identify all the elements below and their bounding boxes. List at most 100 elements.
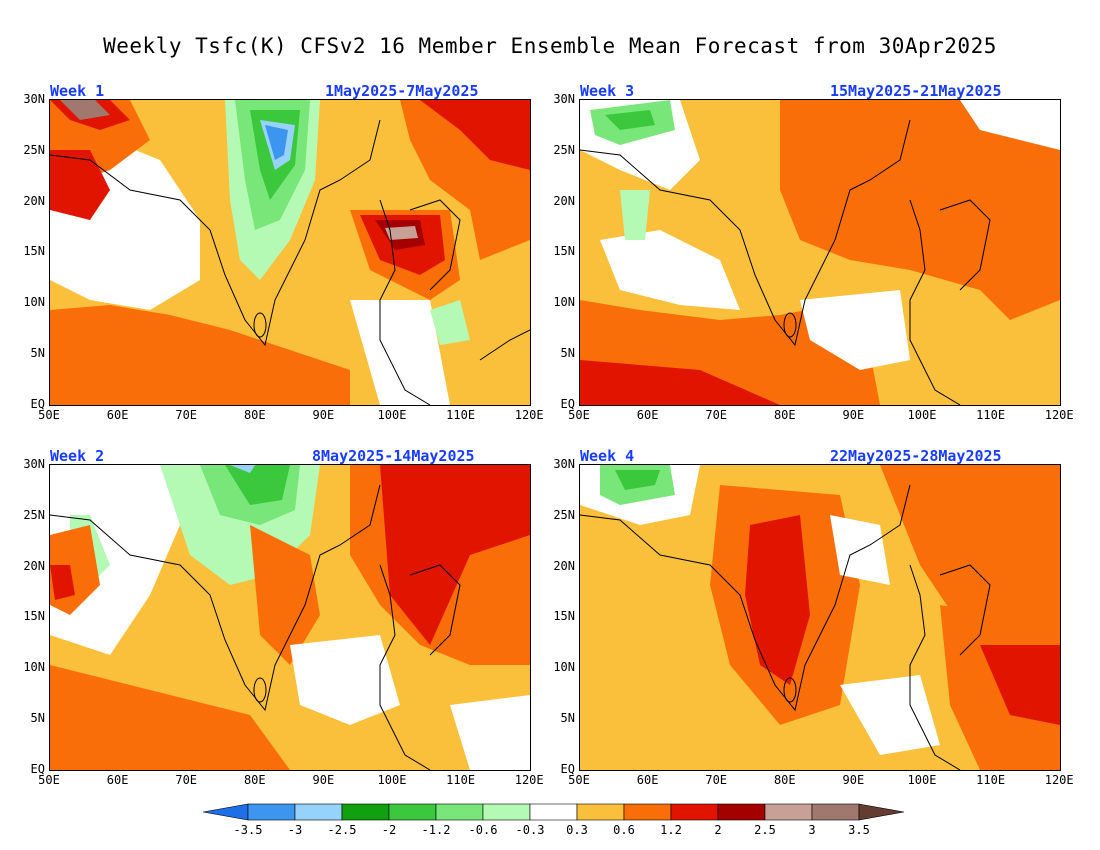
longitude-label: 100E (377, 408, 407, 422)
colorbar-tick-label: 0.3 (566, 823, 588, 837)
latitude-label: 15N (23, 609, 45, 624)
colorbar-swatch (576, 803, 625, 821)
colorbar-swatch (764, 803, 813, 821)
latitude-label: 15N (553, 244, 575, 259)
colorbar-tick-label: 0.6 (613, 823, 635, 837)
latitude-label: 30N (553, 457, 575, 471)
longitude-label: 120E (1044, 773, 1074, 787)
longitude-label: 60E (106, 773, 129, 787)
longitude-label: 50E (38, 408, 60, 422)
longitude-label: 120E (514, 773, 544, 787)
longitude-label: 80E (773, 773, 796, 787)
latitude-label: 20N (553, 193, 575, 208)
longitude-label: 70E (705, 408, 728, 422)
panel-date-label: 1May2025-7May2025 (325, 82, 479, 100)
latitude-label: 25N (23, 507, 45, 522)
latitude-label: 10N (23, 660, 45, 675)
longitude-label: 90E (312, 408, 335, 422)
colorbar-tick-label: -1.2 (421, 823, 451, 837)
latitude-label: 10N (553, 660, 575, 675)
map-panel-week1 (49, 99, 531, 406)
latitude-label: 25N (553, 507, 575, 522)
longitude-label: 80E (773, 408, 796, 422)
longitude-label: 80E (243, 408, 266, 422)
panel-week-label: Week 1 (50, 82, 105, 100)
longitude-label: 120E (514, 408, 544, 422)
longitude-label: 50E (38, 773, 60, 787)
latitude-label: 20N (553, 558, 575, 573)
colorbar-swatch (717, 803, 766, 821)
latitude-label: 5N (30, 346, 45, 360)
longitude-label: 110E (446, 408, 476, 422)
latitude-label: 20N (23, 558, 45, 573)
longitude-label: 60E (106, 408, 129, 422)
latitude-label: 25N (23, 142, 45, 157)
colorbar-tick-label: -3.5 (233, 823, 263, 837)
latitude-label: 10N (553, 295, 575, 310)
longitude-label: 110E (976, 408, 1006, 422)
longitude-label: 90E (842, 408, 865, 422)
longitude-label: 80E (243, 773, 266, 787)
map-panel-week4 (579, 464, 1061, 771)
map-panel-week2 (49, 464, 531, 771)
latitude-label: 30N (23, 92, 45, 106)
colorbar-swatch (247, 803, 296, 821)
latitude-label: EQ (30, 396, 45, 411)
panel-week-label: Week 2 (50, 447, 105, 465)
longitude-label: 100E (907, 773, 937, 787)
longitude-label: 110E (976, 773, 1006, 787)
panel-date-label: 22May2025-28May2025 (830, 447, 1002, 465)
panel-date-label: 8May2025-14May2025 (312, 447, 475, 465)
colorbar-tick-label: -3 (287, 823, 303, 837)
colorbar-swatch (623, 803, 672, 821)
colorbar-tick-label: -0.6 (468, 823, 498, 837)
colorbar-tick-label: 3 (808, 823, 816, 837)
figure-title: Weekly Tsfc(K) CFSv2 16 Member Ensemble … (103, 34, 997, 58)
colorbar-tick-label: -2 (381, 823, 397, 837)
longitude-label: 70E (705, 773, 728, 787)
colorbar-swatch (811, 803, 860, 821)
colorbar-tick-label: 3.5 (848, 823, 870, 837)
panel-date-label: 15May2025-21May2025 (830, 82, 1002, 100)
colorbar-tick-label: 1.2 (660, 823, 682, 837)
latitude-label: 15N (23, 244, 45, 259)
latitude-label: 5N (560, 711, 575, 725)
longitude-label: 60E (636, 773, 659, 787)
longitude-label: 110E (446, 773, 476, 787)
longitude-label: 100E (907, 408, 937, 422)
colorbar-swatch (294, 803, 343, 821)
colorbar-swatch (341, 803, 390, 821)
longitude-label: 50E (568, 408, 590, 422)
latitude-label: 30N (553, 92, 575, 106)
colorbar-swatch (858, 803, 905, 821)
latitude-label: 25N (553, 142, 575, 157)
colorbar-tick-label: -0.3 (515, 823, 545, 837)
latitude-label: 20N (23, 193, 45, 208)
colorbar-swatch (482, 803, 531, 821)
colorbar-swatch (670, 803, 719, 821)
longitude-label: 60E (636, 408, 659, 422)
colorbar-swatch (529, 803, 578, 821)
colorbar-swatch (202, 803, 249, 821)
colorbar-tick-label: 2.5 (754, 823, 776, 837)
latitude-label: 15N (553, 609, 575, 624)
longitude-label: 50E (568, 773, 590, 787)
latitude-label: 5N (30, 711, 45, 725)
panel-week-label: Week 3 (580, 82, 635, 100)
colorbar-tick-label: -2.5 (327, 823, 357, 837)
longitude-label: 70E (175, 408, 198, 422)
latitude-label: EQ (560, 396, 575, 411)
latitude-label: EQ (30, 761, 45, 776)
colorbar-swatch (388, 803, 437, 821)
longitude-label: 90E (312, 773, 335, 787)
colorbar-swatch (435, 803, 484, 821)
latitude-label: 30N (23, 457, 45, 471)
latitude-label: EQ (560, 761, 575, 776)
latitude-label: 10N (23, 295, 45, 310)
map-panel-week3 (579, 99, 1061, 406)
longitude-label: 70E (175, 773, 198, 787)
longitude-label: 120E (1044, 408, 1074, 422)
longitude-label: 90E (842, 773, 865, 787)
colorbar-tick-label: 2 (714, 823, 722, 837)
colorbar (202, 803, 905, 821)
